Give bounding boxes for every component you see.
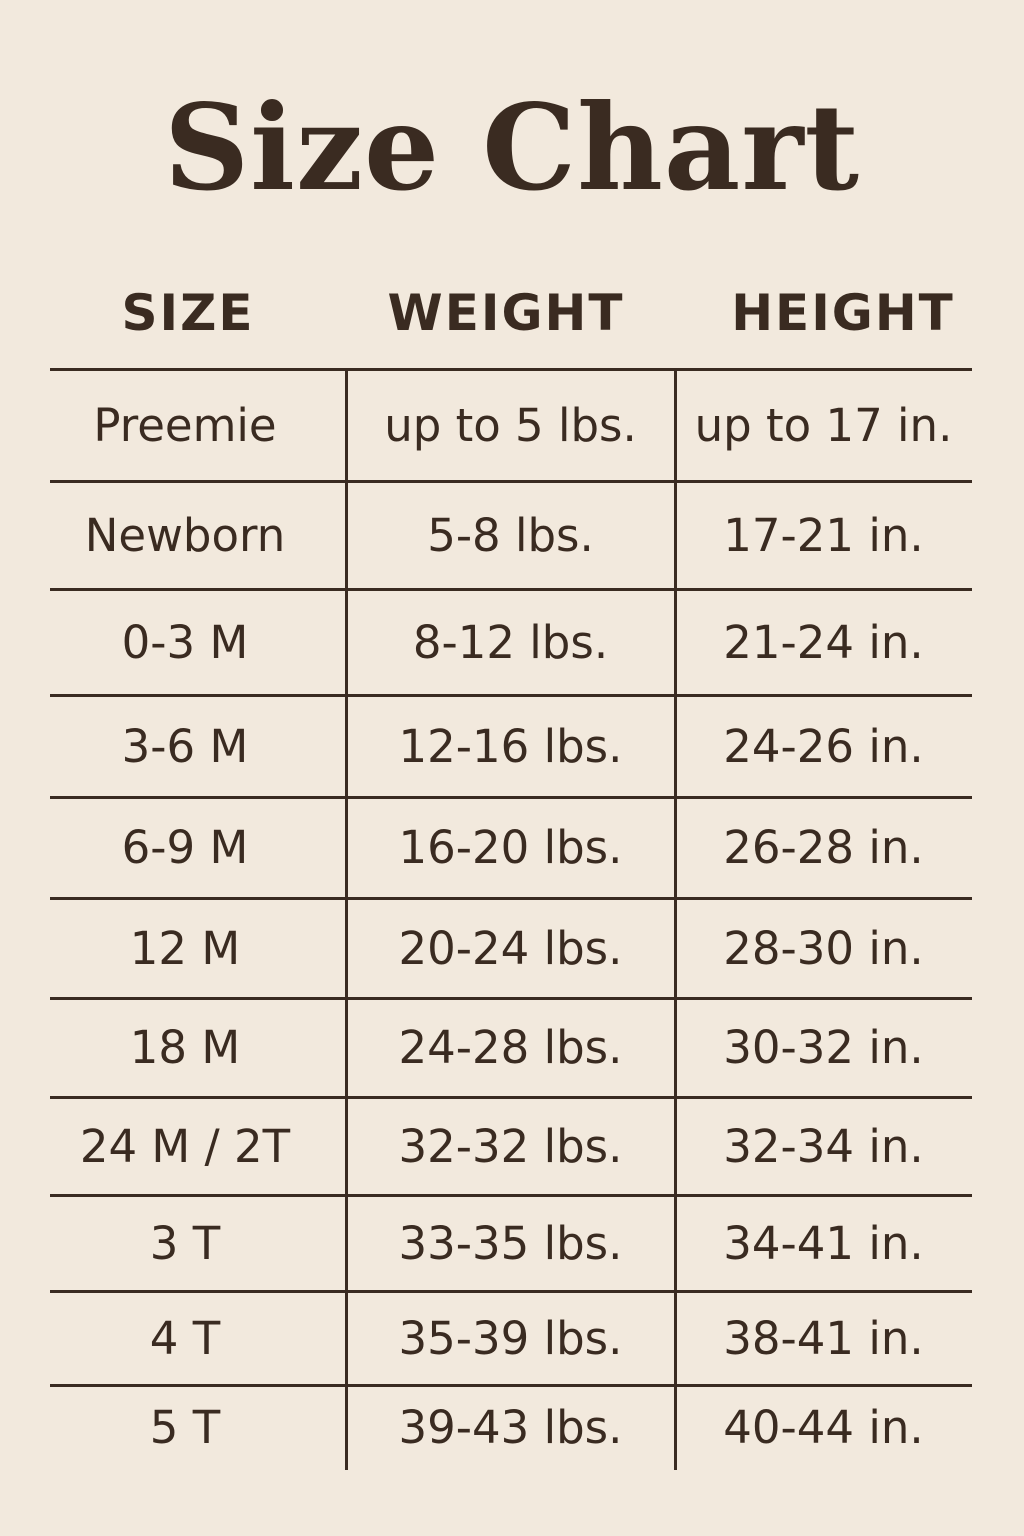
cell-height: 21-24 in. [723,615,924,669]
cell-weight: 32-32 lbs. [398,1119,623,1173]
cell-height: 34-41 in. [723,1216,924,1270]
cell-weight: 24-28 lbs. [398,1021,623,1074]
cell-weight: 5-8 lbs. [427,508,594,562]
row-divider [50,694,972,697]
row-divider [50,1290,972,1293]
cell-weight: 12-16 lbs. [398,719,623,773]
row-divider [50,368,972,371]
cell-weight: up to 5 lbs. [384,398,637,452]
row-divider [50,1384,972,1387]
cell-height: up to 17 in. [694,398,953,452]
row-divider [50,1096,972,1099]
cell-height: 38-41 in. [723,1311,924,1365]
column-divider [674,369,677,1470]
cell-height: 30-32 in. [723,1021,924,1074]
cell-weight: 8-12 lbs. [412,615,609,669]
header-height: HEIGHT [731,284,955,342]
cell-size: 12 M [129,921,241,975]
row-divider [50,897,972,900]
row-divider [50,588,972,591]
cell-height: 24-26 in. [723,719,924,773]
row-divider [50,796,972,799]
cell-size: 6-9 M [121,821,249,874]
cell-size: Newborn [84,508,286,562]
cell-size: Preemie [93,398,277,452]
cell-size: 0-3 M [121,615,249,669]
row-divider [50,1194,972,1197]
row-divider [50,997,972,1000]
cell-height: 26-28 in. [723,821,924,874]
cell-weight: 35-39 lbs. [398,1311,623,1365]
cell-weight: 39-43 lbs. [398,1401,623,1454]
row-divider [50,480,972,483]
cell-height: 40-44 in. [723,1401,924,1454]
cell-weight: 16-20 lbs. [398,821,623,874]
cell-size: 24 M / 2T [79,1119,291,1173]
cell-height: 17-21 in. [723,508,924,562]
cell-size: 3-6 M [121,719,249,773]
cell-size: 4 T [149,1311,221,1365]
cell-size: 3 T [149,1216,221,1270]
header-weight: WEIGHT [387,284,625,342]
cell-weight: 20-24 lbs. [398,921,623,975]
cell-size: 5 T [149,1401,221,1454]
cell-height: 32-34 in. [723,1119,924,1173]
cell-height: 28-30 in. [723,921,924,975]
cell-size: 18 M [129,1021,241,1074]
column-divider [345,369,348,1470]
cell-weight: 33-35 lbs. [398,1216,623,1270]
page-title: Size Chart [163,78,861,217]
header-size: SIZE [121,284,255,342]
